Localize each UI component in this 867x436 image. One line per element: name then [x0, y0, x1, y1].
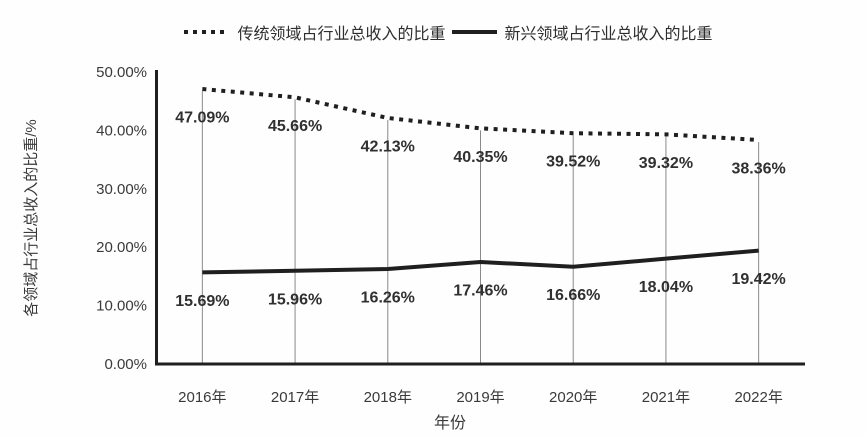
y-tick-label: 20.00% — [96, 239, 147, 256]
x-tick-label: 2018年 — [364, 389, 412, 406]
y-tick-label: 10.00% — [96, 298, 147, 315]
data-label: 16.66% — [546, 287, 600, 304]
data-label: 42.13% — [361, 138, 415, 155]
x-tick-label: 2019年 — [456, 389, 504, 406]
data-label: 19.42% — [732, 271, 786, 288]
data-label: 47.09% — [175, 109, 229, 126]
y-tick-label: 40.00% — [96, 122, 147, 139]
legend-label-emerging: 新兴领域占行业总收入的比重 — [504, 26, 713, 43]
y-tick-label: 30.00% — [96, 181, 147, 198]
x-tick-label: 2017年 — [271, 389, 319, 406]
series-line-traditional — [202, 87, 759, 142]
x-tick-label: 2021年 — [642, 389, 690, 406]
data-label: 39.52% — [546, 154, 600, 171]
data-label: 45.66% — [268, 118, 322, 135]
y-tick-label: 50.00% — [96, 64, 147, 81]
chart-legend: 传统领域占行业总收入的比重 新兴领域占行业总收入的比重 — [30, 20, 867, 44]
y-tick-label: 0.00% — [104, 356, 147, 373]
legend-item-emerging: 新兴领域占行业总收入的比重 — [451, 20, 713, 44]
data-label: 15.96% — [268, 291, 322, 308]
x-tick-label: 2022年 — [734, 389, 782, 406]
x-tick-label: 2016年 — [178, 389, 226, 406]
legend-item-traditional: 传统领域占行业总收入的比重 — [184, 20, 446, 44]
data-label: 18.04% — [639, 279, 693, 296]
dotted-line-legend-marker — [184, 30, 230, 34]
x-axis-title: 年份 — [434, 414, 466, 432]
legend-label-traditional: 传统领域占行业总收入的比重 — [237, 26, 446, 43]
plot-area: 0.00% 10.00% 20.00% 30.00% 40.00% 50.00% 47.09… — [96, 64, 805, 406]
data-label: 15.69% — [175, 293, 229, 310]
data-label: 16.26% — [361, 290, 415, 307]
x-tick-label: 2020年 — [549, 389, 597, 406]
data-label: 39.32% — [639, 155, 693, 172]
data-label: 38.36% — [732, 160, 786, 177]
solid-line-legend-marker — [451, 30, 497, 34]
series-line-emerging — [202, 248, 759, 275]
y-axis-title: 各领域占行业总收入的比重/% — [23, 119, 40, 317]
data-label: 17.46% — [453, 283, 507, 300]
data-label: 40.35% — [453, 149, 507, 166]
